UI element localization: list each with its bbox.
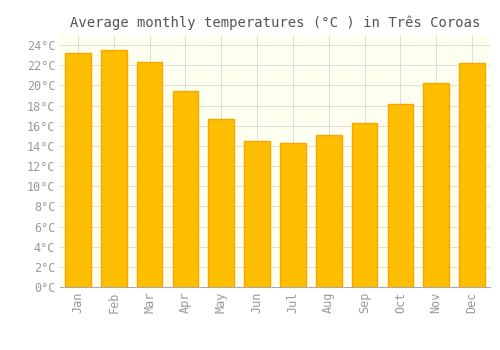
Bar	[65, 53, 91, 287]
Title: Average monthly temperatures (°C ) in Três Coroas: Average monthly temperatures (°C ) in Tr…	[70, 15, 480, 30]
Bar	[136, 62, 162, 287]
Bar	[459, 63, 485, 287]
Bar	[424, 83, 449, 287]
Bar	[280, 143, 306, 287]
Bar	[208, 119, 234, 287]
Bar	[352, 123, 378, 287]
Bar	[172, 91, 199, 287]
Bar	[388, 104, 413, 287]
Bar	[316, 135, 342, 287]
Bar	[101, 50, 126, 287]
Bar	[244, 141, 270, 287]
